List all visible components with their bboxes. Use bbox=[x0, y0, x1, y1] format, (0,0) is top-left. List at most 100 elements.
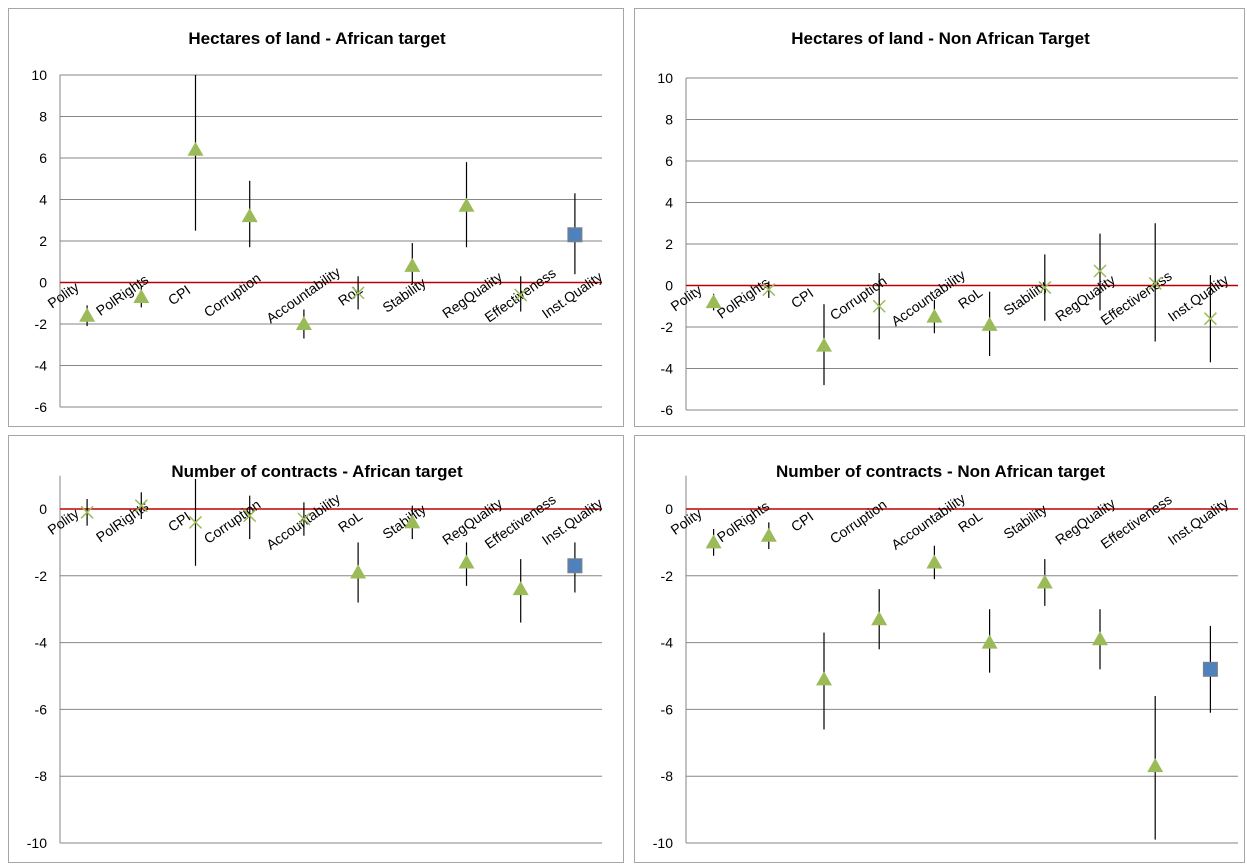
y-tick-label: 6 bbox=[39, 150, 47, 166]
cross-stroke bbox=[134, 499, 148, 513]
data-point-cross bbox=[1148, 276, 1162, 290]
data-point-triangle bbox=[187, 141, 204, 156]
y-tick-label: 0 bbox=[665, 278, 673, 294]
data-point-cross bbox=[297, 512, 311, 526]
category-label: RoL bbox=[955, 507, 985, 535]
chart-svg: Hectares of land - African target 10 8 6 4 2 0… bbox=[31, 29, 605, 415]
data-point-triangle bbox=[350, 564, 367, 579]
y-tick-label: 8 bbox=[39, 109, 47, 125]
data-point-cross bbox=[1203, 312, 1217, 326]
data-point-triangle bbox=[404, 514, 421, 529]
data-point-triangle bbox=[458, 554, 475, 569]
data-point-triangle bbox=[981, 634, 998, 649]
y-tick-label: 2 bbox=[39, 233, 47, 249]
chart-panel-contracts-african: Number of contracts - African target 0 -2 -… bbox=[8, 435, 624, 863]
cross-stroke bbox=[80, 505, 94, 519]
y-tick-label: -6 bbox=[35, 701, 48, 717]
data-point-cross bbox=[762, 283, 776, 297]
data-point-cross bbox=[1093, 264, 1107, 278]
data-point-triangle bbox=[133, 289, 150, 304]
category-label: Polity bbox=[44, 279, 81, 312]
data-point-square bbox=[1202, 661, 1218, 677]
y-tick-label: -4 bbox=[661, 635, 674, 651]
y-tick-label: 4 bbox=[665, 195, 673, 211]
cross-stroke bbox=[351, 286, 365, 300]
data-point-triangle bbox=[926, 554, 943, 569]
y-tick-label: 6 bbox=[665, 153, 673, 169]
y-tick-label: 8 bbox=[665, 112, 673, 128]
y-tick-label: -4 bbox=[35, 358, 48, 374]
y-tick-label: -6 bbox=[661, 701, 674, 717]
category-label: Inst.Quality bbox=[1165, 271, 1232, 324]
category-label: CPI bbox=[788, 285, 816, 311]
chart-title: Hectares of land - Non African Target bbox=[791, 29, 1090, 48]
category-label: RoL bbox=[955, 284, 985, 312]
data-point-triangle bbox=[705, 294, 722, 309]
category-label: Stability bbox=[379, 274, 428, 315]
category-label: Corruption bbox=[827, 496, 890, 547]
cross-stroke bbox=[297, 512, 311, 526]
data-point-cross bbox=[514, 288, 528, 302]
category-label: Accountability bbox=[263, 264, 343, 327]
y-tick-label: -2 bbox=[35, 568, 48, 584]
category-label: Inst.Quality bbox=[1165, 495, 1232, 548]
data-point-cross bbox=[243, 509, 257, 523]
chart-svg: Number of contracts - African target 0 -2 -… bbox=[27, 462, 606, 851]
data-point-triangle bbox=[295, 316, 312, 330]
data-point-triangle bbox=[871, 611, 888, 626]
data-point-triangle bbox=[1147, 758, 1164, 773]
y-tick-label: -10 bbox=[27, 835, 47, 851]
data-point-triangle bbox=[816, 337, 832, 352]
cross-stroke bbox=[872, 299, 886, 313]
data-point-cross bbox=[351, 286, 365, 300]
data-point-triangle bbox=[1036, 574, 1053, 589]
data-point-cross bbox=[80, 505, 94, 519]
data-point-square bbox=[567, 558, 583, 574]
category-label: Accountability bbox=[263, 490, 343, 553]
y-tick-label: 2 bbox=[665, 236, 673, 252]
cross-stroke bbox=[1148, 276, 1162, 290]
category-label: CPI bbox=[165, 508, 193, 534]
data-point-triangle bbox=[512, 581, 529, 596]
y-tick-label: -2 bbox=[661, 568, 674, 584]
chart-title: Hectares of land - African target bbox=[188, 29, 446, 48]
y-tick-label: -10 bbox=[653, 835, 673, 851]
y-tick-label: 4 bbox=[39, 192, 47, 208]
chart-svg: Number of contracts - Non African target… bbox=[653, 462, 1238, 851]
cross-stroke bbox=[1093, 264, 1107, 278]
category-label: Corruption bbox=[201, 496, 264, 547]
data-point-triangle bbox=[705, 534, 722, 549]
chart-panel-hectares-non-african: Hectares of land - Non African Target 10 8… bbox=[634, 8, 1245, 427]
data-point-cross bbox=[872, 299, 886, 313]
data-point-triangle bbox=[760, 527, 777, 542]
chart-title: Number of contracts - Non African target bbox=[776, 462, 1105, 481]
y-tick-label: 0 bbox=[665, 501, 673, 517]
data-point-triangle bbox=[981, 316, 998, 331]
cross-stroke bbox=[514, 288, 528, 302]
category-label: Stability bbox=[1000, 501, 1049, 542]
cross-stroke bbox=[243, 509, 257, 523]
chart-panel-contracts-non-african: Number of contracts - Non African target… bbox=[634, 435, 1245, 863]
data-point-triangle bbox=[241, 208, 258, 223]
y-tick-label: -6 bbox=[35, 399, 48, 415]
category-label: RoL bbox=[335, 507, 365, 535]
data-point-triangle bbox=[404, 257, 421, 272]
category-label: Corruption bbox=[827, 273, 890, 324]
data-point-triangle bbox=[79, 307, 96, 322]
y-tick-label: -2 bbox=[661, 319, 674, 335]
data-point-triangle bbox=[458, 197, 475, 212]
y-tick-label: -8 bbox=[661, 768, 674, 784]
y-tick-label: 0 bbox=[39, 501, 47, 517]
data-point-square bbox=[567, 227, 583, 243]
category-label: Polity bbox=[44, 505, 81, 538]
data-point-triangle bbox=[1092, 631, 1108, 646]
data-point-cross bbox=[134, 499, 148, 513]
y-tick-label: -2 bbox=[35, 316, 48, 332]
cross-stroke bbox=[188, 515, 203, 529]
data-point-cross bbox=[188, 515, 203, 529]
category-label: CPI bbox=[788, 508, 816, 534]
cross-stroke bbox=[1038, 281, 1052, 295]
chart-panel-hectares-african: Hectares of land - African target 10 8 6 4 2 0… bbox=[8, 8, 624, 427]
chart-title: Number of contracts - African target bbox=[171, 462, 463, 481]
cross-stroke bbox=[1203, 312, 1217, 326]
